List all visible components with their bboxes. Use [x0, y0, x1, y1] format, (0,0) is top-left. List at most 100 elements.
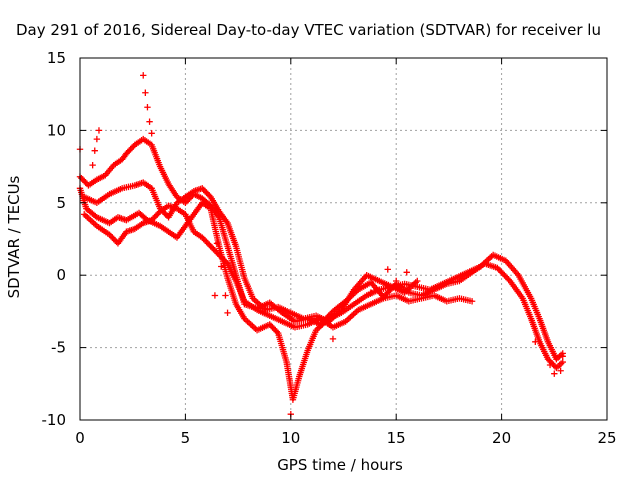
- data-point-marker: [109, 234, 116, 241]
- data-series-4: [76, 72, 566, 418]
- data-point-marker: [210, 245, 217, 253]
- data-point-marker: [414, 277, 421, 285]
- data-point-marker: [403, 269, 410, 276]
- y-tick-label: 10: [47, 121, 66, 139]
- data-point-marker: [201, 188, 209, 195]
- data-point-marker: [502, 273, 510, 280]
- data-point-marker: [183, 198, 191, 205]
- data-point-marker: [546, 361, 554, 369]
- data-point-marker: [468, 298, 476, 305]
- data-point-marker: [154, 211, 161, 218]
- data-point-marker: [91, 147, 98, 154]
- data-point-marker: [557, 367, 564, 374]
- data-point-marker: [385, 287, 393, 295]
- chart-title: Day 291 of 2016, Sidereal Day-to-day VTE…: [16, 21, 601, 39]
- data-point-marker: [222, 292, 229, 299]
- data-point-marker: [559, 358, 566, 366]
- data-point-marker: [207, 243, 214, 250]
- data-point-marker: [152, 212, 160, 220]
- data-point-marker: [89, 161, 96, 169]
- x-tick-label: 15: [387, 429, 406, 447]
- data-point-marker: [125, 147, 133, 154]
- data-point-marker: [206, 241, 213, 248]
- data-point-marker: [495, 266, 502, 273]
- data-point-marker: [82, 179, 89, 186]
- x-axis-label: GPS time / hours: [277, 456, 403, 474]
- data-point-marker: [499, 270, 507, 277]
- data-series-1: [76, 185, 566, 403]
- grid-layer: [80, 58, 607, 420]
- data-point-marker: [142, 89, 149, 96]
- data-point-marker: [273, 328, 280, 335]
- data-point-marker: [95, 127, 103, 134]
- data-point-marker: [124, 148, 131, 156]
- y-tick-label: 0: [56, 266, 66, 284]
- data-point-marker: [158, 206, 165, 214]
- data-point-marker: [182, 199, 189, 206]
- data-point-marker: [161, 209, 168, 217]
- data-point-marker: [496, 267, 504, 275]
- data-point-marker: [267, 322, 275, 330]
- data-point-marker: [127, 146, 134, 153]
- data-point-marker: [140, 72, 147, 79]
- x-tick-label: 25: [597, 429, 616, 447]
- data-point-marker: [208, 244, 216, 251]
- data-point-marker: [110, 235, 117, 243]
- data-point-marker: [123, 150, 130, 157]
- data-point-marker: [215, 251, 223, 259]
- data-point-marker: [199, 185, 206, 192]
- data-point-marker: [148, 130, 155, 137]
- y-tick-label: 5: [56, 194, 66, 212]
- data-point-marker: [224, 309, 231, 317]
- data-point-marker: [151, 214, 158, 221]
- data-point-marker: [159, 208, 167, 215]
- data-point-marker: [532, 338, 539, 346]
- plot-frame: [79, 57, 608, 421]
- data-point-marker: [107, 232, 115, 240]
- data-point-marker: [547, 358, 554, 366]
- data-point-marker: [221, 257, 228, 264]
- data-point-marker: [128, 144, 136, 151]
- data-point-marker: [213, 240, 221, 247]
- data-point-marker: [148, 216, 155, 224]
- y-axis-label: SDTVAR / TECUs: [5, 175, 23, 298]
- data-point-marker: [383, 290, 390, 298]
- data-point-marker: [204, 240, 212, 247]
- data-point-marker: [213, 248, 220, 256]
- data-point-marker: [367, 289, 375, 296]
- data-point-marker: [217, 253, 224, 260]
- data-point-marker: [214, 250, 221, 257]
- y-tick-label: 15: [47, 49, 66, 67]
- data-point-marker: [199, 234, 206, 241]
- tick-layer: 0 5 10 15 20 25 -10 -5 0 5 10 15: [42, 49, 617, 447]
- data-point-marker: [498, 269, 505, 276]
- data-layer: [76, 72, 566, 418]
- data-point-marker: [329, 335, 337, 343]
- data-point-marker: [146, 118, 153, 125]
- data-point-marker: [106, 231, 113, 238]
- data-point-marker: [201, 237, 209, 244]
- data-point-marker: [206, 192, 213, 199]
- x-tick-label: 20: [492, 429, 511, 447]
- data-point-marker: [203, 189, 210, 196]
- x-tick-label: 10: [281, 429, 300, 447]
- x-tick-label: 5: [181, 429, 191, 447]
- data-point-marker: [203, 238, 210, 246]
- data-point-marker: [200, 186, 207, 193]
- data-point-marker: [156, 205, 164, 212]
- data-point-marker: [494, 264, 501, 272]
- data-point-marker: [81, 177, 88, 185]
- data-point-marker: [544, 355, 552, 363]
- y-tick-label: -5: [51, 339, 66, 357]
- data-point-marker: [204, 190, 212, 198]
- data-point-marker: [149, 215, 157, 222]
- data-point-marker: [218, 254, 226, 262]
- data-point-marker: [384, 266, 391, 273]
- data-point-marker: [211, 247, 219, 254]
- data-point-marker: [393, 277, 400, 285]
- data-point-marker: [551, 370, 558, 377]
- data-point-marker: [272, 327, 279, 334]
